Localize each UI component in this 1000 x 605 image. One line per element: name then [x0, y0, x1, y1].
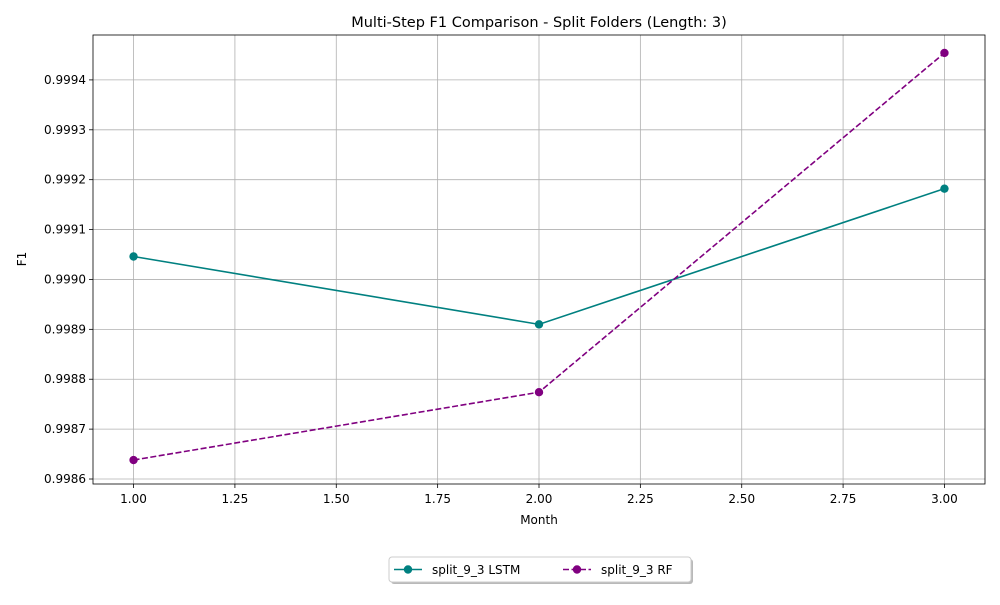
x-tick-label: 2.25	[627, 492, 654, 506]
y-tick-label: 0.9986	[44, 472, 86, 486]
axes: 1.00 1.25 1.50 1.75 2.00 2.25 2.50 2.75 3.00 0.99…	[44, 34, 986, 506]
y-tick-label: 0.9993	[44, 123, 86, 137]
y-tick-label: 0.9990	[44, 272, 86, 286]
x-tick-label: 1.25	[222, 492, 249, 506]
x-tick-label: 2.00	[526, 492, 553, 506]
chart-title: Multi-Step F1 Comparison - Split Folders…	[351, 15, 727, 31]
x-tick-label: 1.00	[120, 492, 147, 506]
y-tick-label: 0.9991	[44, 223, 86, 237]
series-1-point	[940, 184, 949, 193]
series-2-point	[940, 48, 949, 58]
x-tick-label: 3.00	[931, 492, 958, 506]
plot-frame	[92, 34, 986, 485]
x-tick-label: 2.50	[728, 492, 755, 506]
series-2-point	[534, 388, 544, 397]
legend-marker-2	[572, 565, 582, 574]
legend-label-2: split_9_3 RF	[601, 563, 673, 577]
x-tick-label: 2.75	[830, 492, 857, 506]
legend-marker-1	[403, 565, 413, 574]
y-tick-label: 0.9989	[44, 322, 86, 336]
y-tick-label: 0.9992	[44, 173, 86, 187]
y-axis-label: F1	[15, 252, 29, 267]
series-1-point	[129, 252, 138, 261]
x-tick-label: 1.50	[323, 492, 350, 506]
series-2-point	[129, 455, 138, 465]
grid-lines	[93, 35, 985, 484]
x-tick-label: 1.75	[424, 492, 451, 506]
series-group	[129, 48, 949, 465]
x-axis-label: Month	[520, 513, 558, 527]
y-tick-label: 0.9994	[44, 73, 86, 87]
legend: split_9_3 LSTM split_9_3 RF	[388, 556, 693, 584]
y-tick-label: 0.9988	[44, 372, 86, 386]
y-tick-label: 0.9987	[44, 422, 86, 436]
legend-label-1: split_9_3 LSTM	[432, 563, 520, 577]
legend-box	[388, 556, 692, 583]
series-1-point	[534, 320, 544, 329]
